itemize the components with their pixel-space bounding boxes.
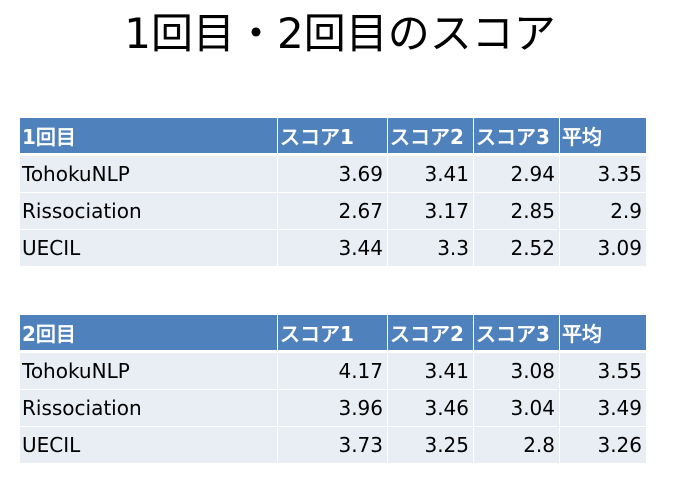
average-cell: 3.35 [560, 156, 646, 193]
average-cell: 3.49 [560, 390, 646, 427]
score-1-cell: 2.67 [278, 193, 388, 230]
team-name-cell: UECIL [20, 230, 278, 267]
header-round-label: 1回目 [20, 118, 278, 156]
header-score-1: スコア1 [278, 315, 388, 353]
score-1-cell: 4.17 [278, 353, 388, 390]
table-row: UECIL 3.44 3.3 2.52 3.09 [20, 230, 646, 267]
score-3-cell: 2.94 [474, 156, 560, 193]
slide-title: 1回目・2回目のスコア [124, 9, 556, 58]
header-average: 平均 [560, 315, 646, 353]
team-name-cell: Rissociation [20, 390, 278, 427]
header-score-3: スコア3 [474, 118, 560, 156]
score-2-cell: 3.17 [388, 193, 474, 230]
score-1-cell: 3.69 [278, 156, 388, 193]
team-name-cell: Rissociation [20, 193, 278, 230]
header-score-3: スコア3 [474, 315, 560, 353]
score-1-cell: 3.44 [278, 230, 388, 267]
score-1-cell: 3.96 [278, 390, 388, 427]
table-row: TohokuNLP 4.17 3.41 3.08 3.55 [20, 353, 646, 390]
score-3-cell: 2.8 [474, 427, 560, 464]
team-name-cell: TohokuNLP [20, 156, 278, 193]
team-name-cell: UECIL [20, 427, 278, 464]
table-row: TohokuNLP 3.69 3.41 2.94 3.35 [20, 156, 646, 193]
score-2-cell: 3.25 [388, 427, 474, 464]
score-3-cell: 3.04 [474, 390, 560, 427]
table-header-row: 2回目 スコア1 スコア2 スコア3 平均 [20, 315, 646, 353]
average-cell: 3.09 [560, 230, 646, 267]
table-row: Rissociation 2.67 3.17 2.85 2.9 [20, 193, 646, 230]
score-3-cell: 2.52 [474, 230, 560, 267]
score-3-cell: 2.85 [474, 193, 560, 230]
score-2-cell: 3.46 [388, 390, 474, 427]
average-cell: 3.55 [560, 353, 646, 390]
score-1-cell: 3.73 [278, 427, 388, 464]
table-row: Rissociation 3.96 3.46 3.04 3.49 [20, 390, 646, 427]
score-2-cell: 3.3 [388, 230, 474, 267]
round-2-score-table: 2回目 スコア1 スコア2 スコア3 平均 TohokuNLP 4.17 3.4… [20, 315, 646, 464]
header-score-2: スコア2 [388, 315, 474, 353]
header-score-1: スコア1 [278, 118, 388, 156]
round-1-score-table: 1回目 スコア1 スコア2 スコア3 平均 TohokuNLP 3.69 3.4… [20, 118, 646, 267]
table-header-row: 1回目 スコア1 スコア2 スコア3 平均 [20, 118, 646, 156]
team-name-cell: TohokuNLP [20, 353, 278, 390]
average-cell: 3.26 [560, 427, 646, 464]
header-average: 平均 [560, 118, 646, 156]
score-2-cell: 3.41 [388, 353, 474, 390]
score-2-cell: 3.41 [388, 156, 474, 193]
header-score-2: スコア2 [388, 118, 474, 156]
average-cell: 2.9 [560, 193, 646, 230]
table-row: UECIL 3.73 3.25 2.8 3.26 [20, 427, 646, 464]
header-round-label: 2回目 [20, 315, 278, 353]
score-3-cell: 3.08 [474, 353, 560, 390]
